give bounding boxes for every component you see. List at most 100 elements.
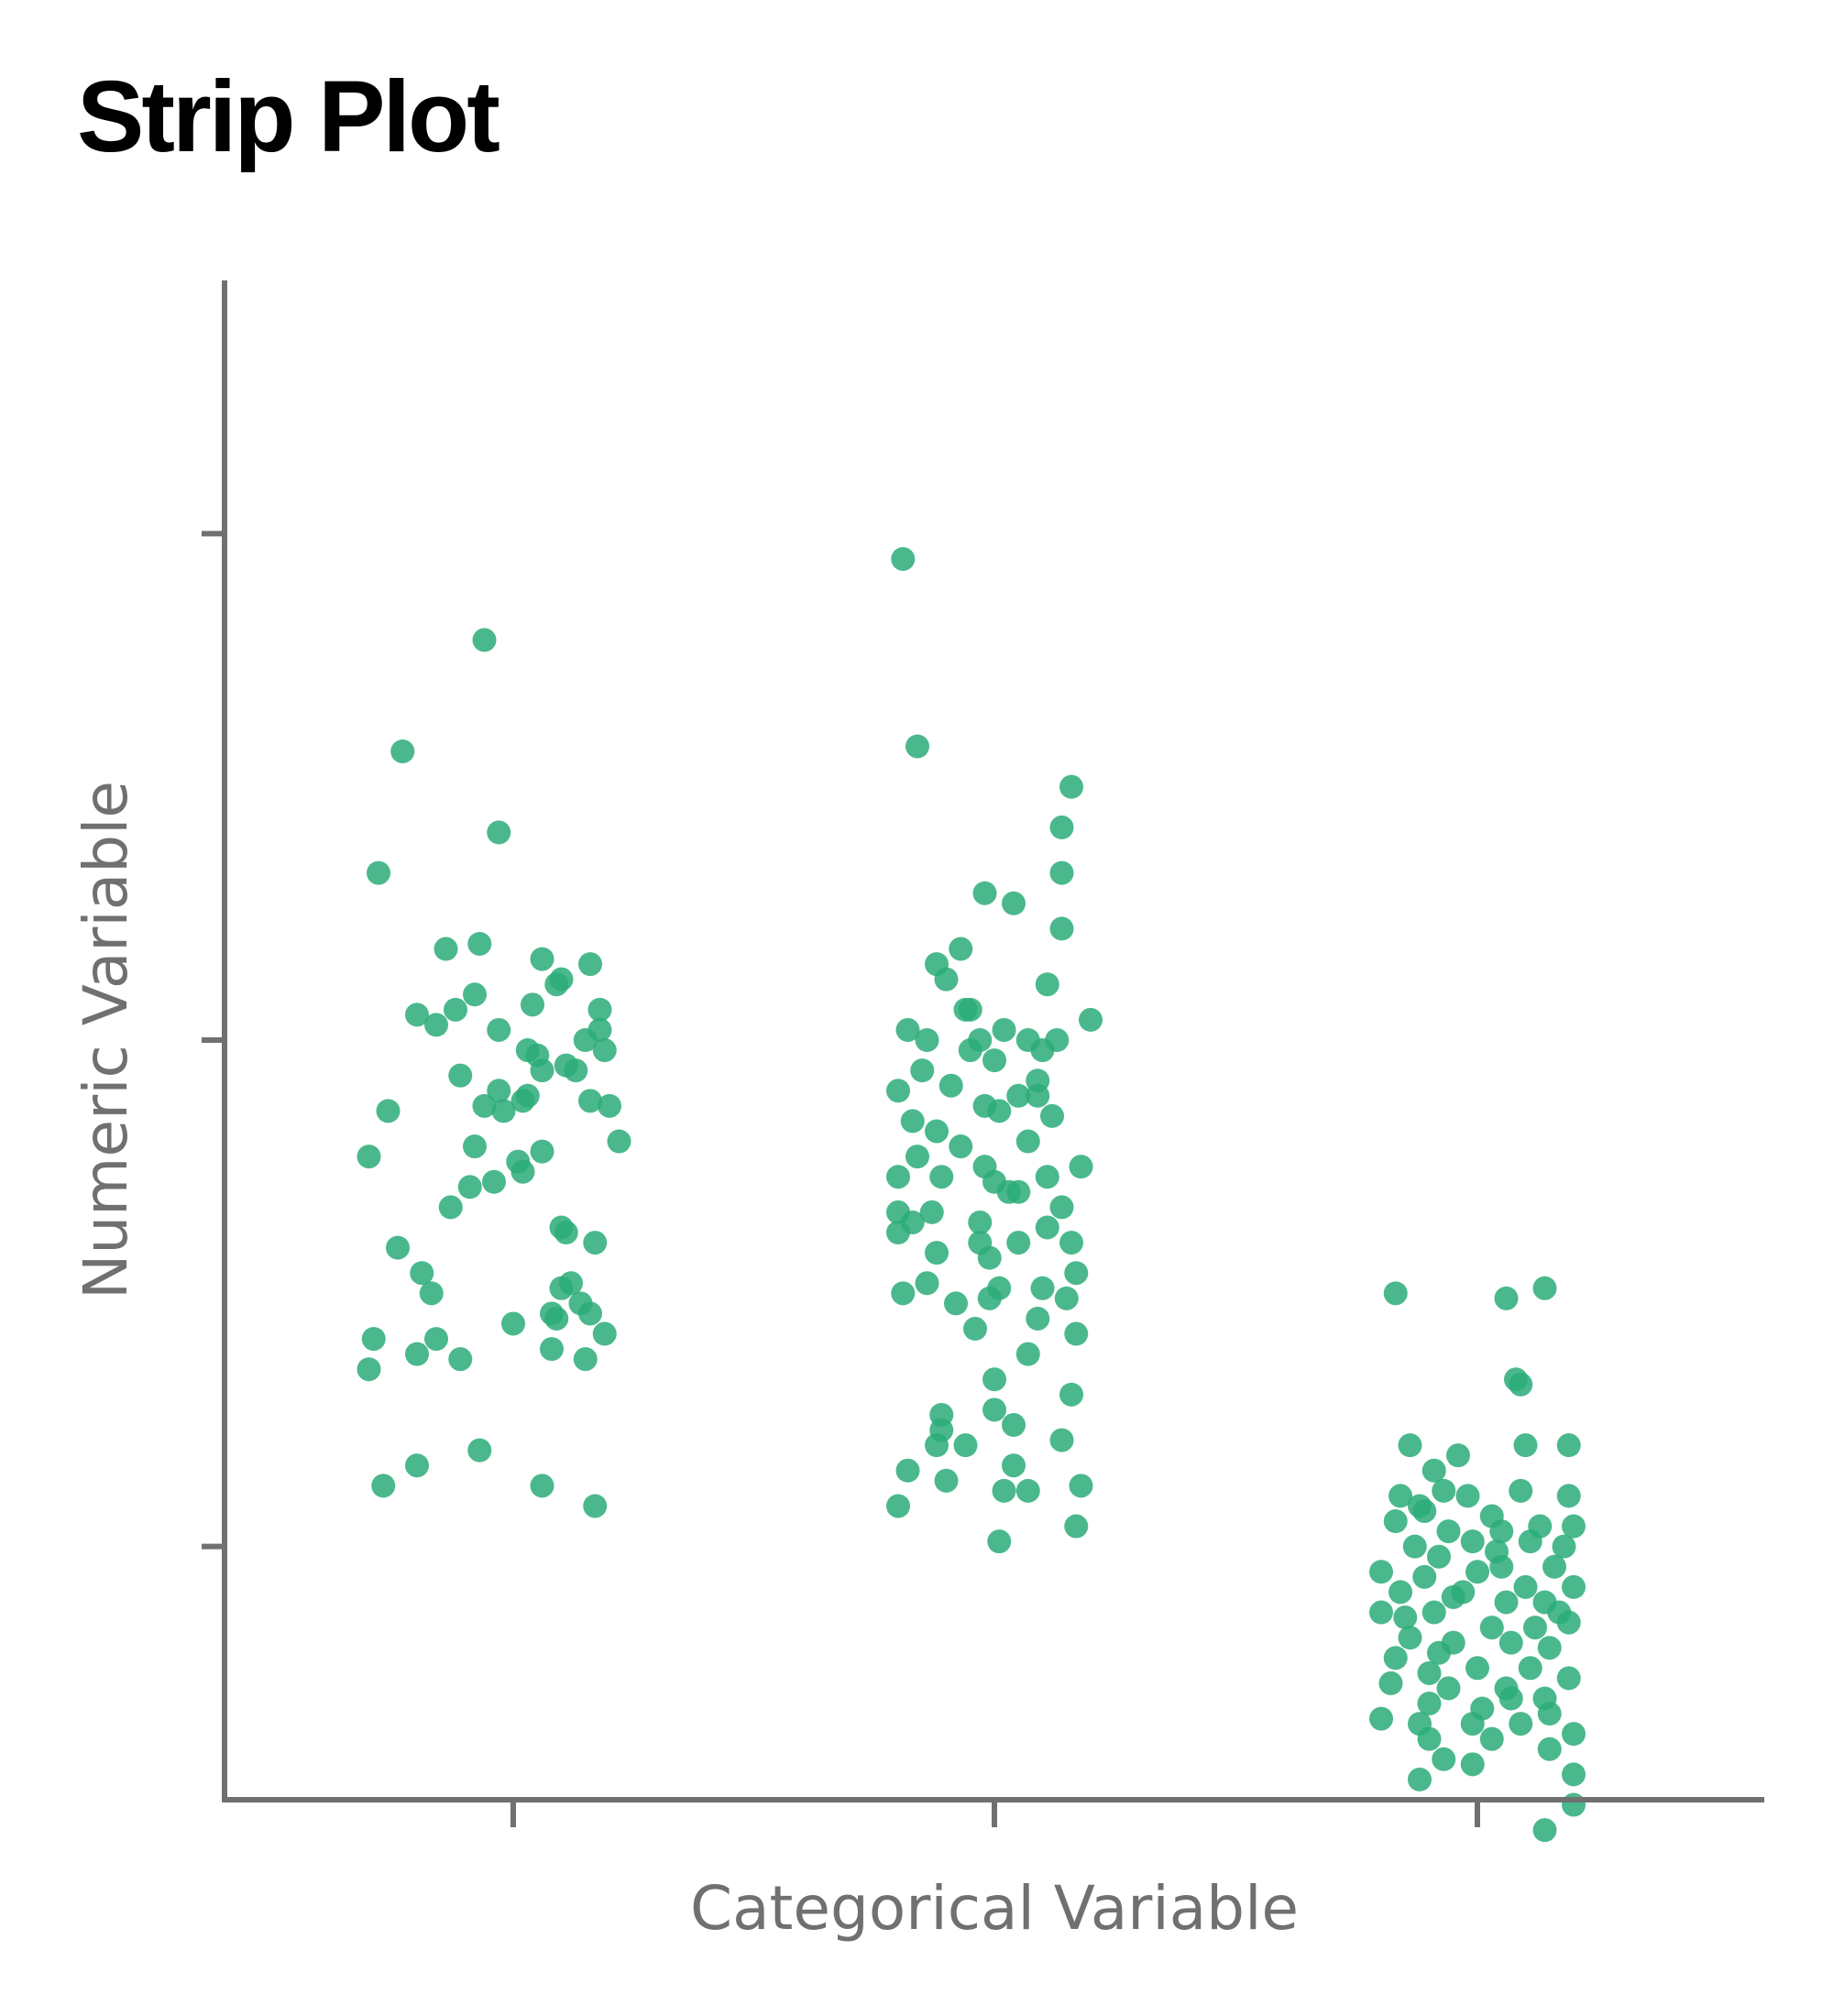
data-point-c0-54 [448,1347,473,1372]
data-point-c2-4 [1504,1367,1528,1392]
data-point-c0-11 [405,1003,429,1027]
data-point-c1-61 [1026,1306,1050,1331]
data-point-c1-83 [958,997,982,1022]
data-point-c0-53 [357,1357,381,1382]
data-point-c1-39 [1069,1155,1093,1179]
data-point-c0-49 [424,1327,448,1352]
data-point-c2-13 [1556,1484,1581,1508]
data-point-c0-65 [544,972,569,997]
data-point-c0-61 [510,1089,535,1113]
data-point-c0-60 [457,1175,482,1200]
data-point-c1-26 [1006,1083,1031,1108]
data-point-c2-70 [1432,1478,1456,1503]
data-point-c1-22 [910,1058,935,1083]
data-point-c0-38 [410,1261,434,1286]
data-point-c1-29 [900,1109,925,1134]
data-point-c2-24 [1427,1544,1451,1569]
data-point-c2-64 [1432,1747,1456,1771]
data-point-c0-7 [578,952,602,977]
data-point-c0-24 [607,1129,631,1154]
data-point-c1-42 [919,1200,944,1224]
data-point-c2-47 [1518,1656,1542,1681]
data-point-c2-8 [1421,1458,1446,1483]
data-point-c0-45 [592,1321,617,1346]
data-point-c2-72 [1451,1580,1476,1605]
data-point-c0-62 [564,1058,588,1083]
data-point-c2-6 [1513,1433,1538,1458]
data-point-c1-76 [1015,1478,1040,1503]
data-point-c0-31 [510,1159,535,1184]
data-point-c1-51 [925,1241,949,1265]
data-point-c0-0 [472,628,497,652]
data-point-c2-60 [1562,1722,1586,1747]
data-point-c1-82 [1064,1514,1089,1539]
data-point-c1-46 [1035,1215,1059,1240]
data-point-c2-76 [1427,1640,1451,1665]
data-point-c0-22 [376,1099,401,1123]
data-point-c2-32 [1388,1580,1412,1605]
data-point-c0-20 [487,1079,511,1103]
data-point-c2-34 [1494,1590,1519,1615]
data-point-c0-64 [472,1093,497,1118]
data-point-c0-1 [390,739,415,763]
data-point-c1-1 [906,734,929,759]
data-point-c0-44 [578,1301,602,1326]
data-point-c2-40 [1398,1626,1422,1650]
data-point-c1-40 [1035,1165,1059,1189]
data-point-c1-20 [968,1028,993,1052]
data-point-c2-46 [1465,1656,1489,1681]
data-point-c0-34 [438,1195,463,1220]
data-point-c2-42 [1498,1630,1523,1655]
data-point-c2-7 [1556,1433,1581,1458]
data-point-c2-27 [1369,1560,1393,1584]
data-point-c1-77 [895,1458,920,1483]
data-point-c1-3 [1049,815,1074,839]
data-point-c2-65 [1460,1752,1485,1777]
data-point-c1-72 [953,1433,978,1458]
data-point-c1-75 [1069,1474,1093,1498]
data-point-c2-48 [1556,1666,1581,1691]
data-point-c2-12 [1455,1484,1480,1508]
data-point-c1-7 [1002,891,1026,915]
data-point-c1-2 [1059,774,1083,799]
data-point-c1-4 [1049,860,1074,885]
data-point-c1-24 [938,1073,963,1098]
data-point-c0-16 [424,1013,448,1037]
data-point-c0-28 [598,1093,621,1118]
data-point-c1-65 [982,1367,1006,1392]
data-point-c1-84 [1026,1083,1050,1108]
data-point-c0-35 [554,1221,578,1245]
data-point-c2-63 [1537,1737,1562,1761]
data-point-c0-51 [540,1337,564,1362]
data-point-c2-69 [1532,1818,1557,1843]
data-point-c2-49 [1378,1671,1403,1695]
data-point-c1-59 [977,1286,1002,1310]
data-point-c1-0 [891,546,916,571]
data-point-c1-30 [1040,1103,1064,1128]
data-point-c2-37 [1421,1600,1446,1625]
data-point-c2-71 [1479,1504,1504,1528]
data-point-c1-15 [915,1028,939,1052]
data-point-c1-57 [891,1281,916,1306]
data-point-c2-31 [1562,1574,1586,1599]
data-point-c0-36 [386,1235,410,1260]
data-point-c2-73 [1523,1616,1547,1640]
data-point-c1-21 [982,1048,1006,1073]
data-point-c0-15 [448,1063,473,1088]
points-layer [357,546,1586,1843]
data-point-c0-33 [482,1169,506,1194]
data-point-c2-9 [1446,1443,1470,1468]
data-point-c2-66 [1562,1762,1586,1787]
data-point-c1-28 [987,1099,1012,1123]
data-point-c2-5 [1398,1433,1422,1458]
data-point-c0-41 [419,1281,444,1306]
data-point-c1-10 [934,967,959,992]
data-point-c0-67 [444,997,467,1022]
data-point-c1-32 [1015,1129,1040,1154]
x-ticks [510,1800,1480,1827]
data-point-c0-5 [467,931,492,956]
data-point-c2-68 [1562,1792,1586,1817]
data-point-c2-77 [1485,1539,1509,1564]
data-point-c2-17 [1436,1519,1461,1544]
data-point-c1-80 [886,1494,910,1518]
